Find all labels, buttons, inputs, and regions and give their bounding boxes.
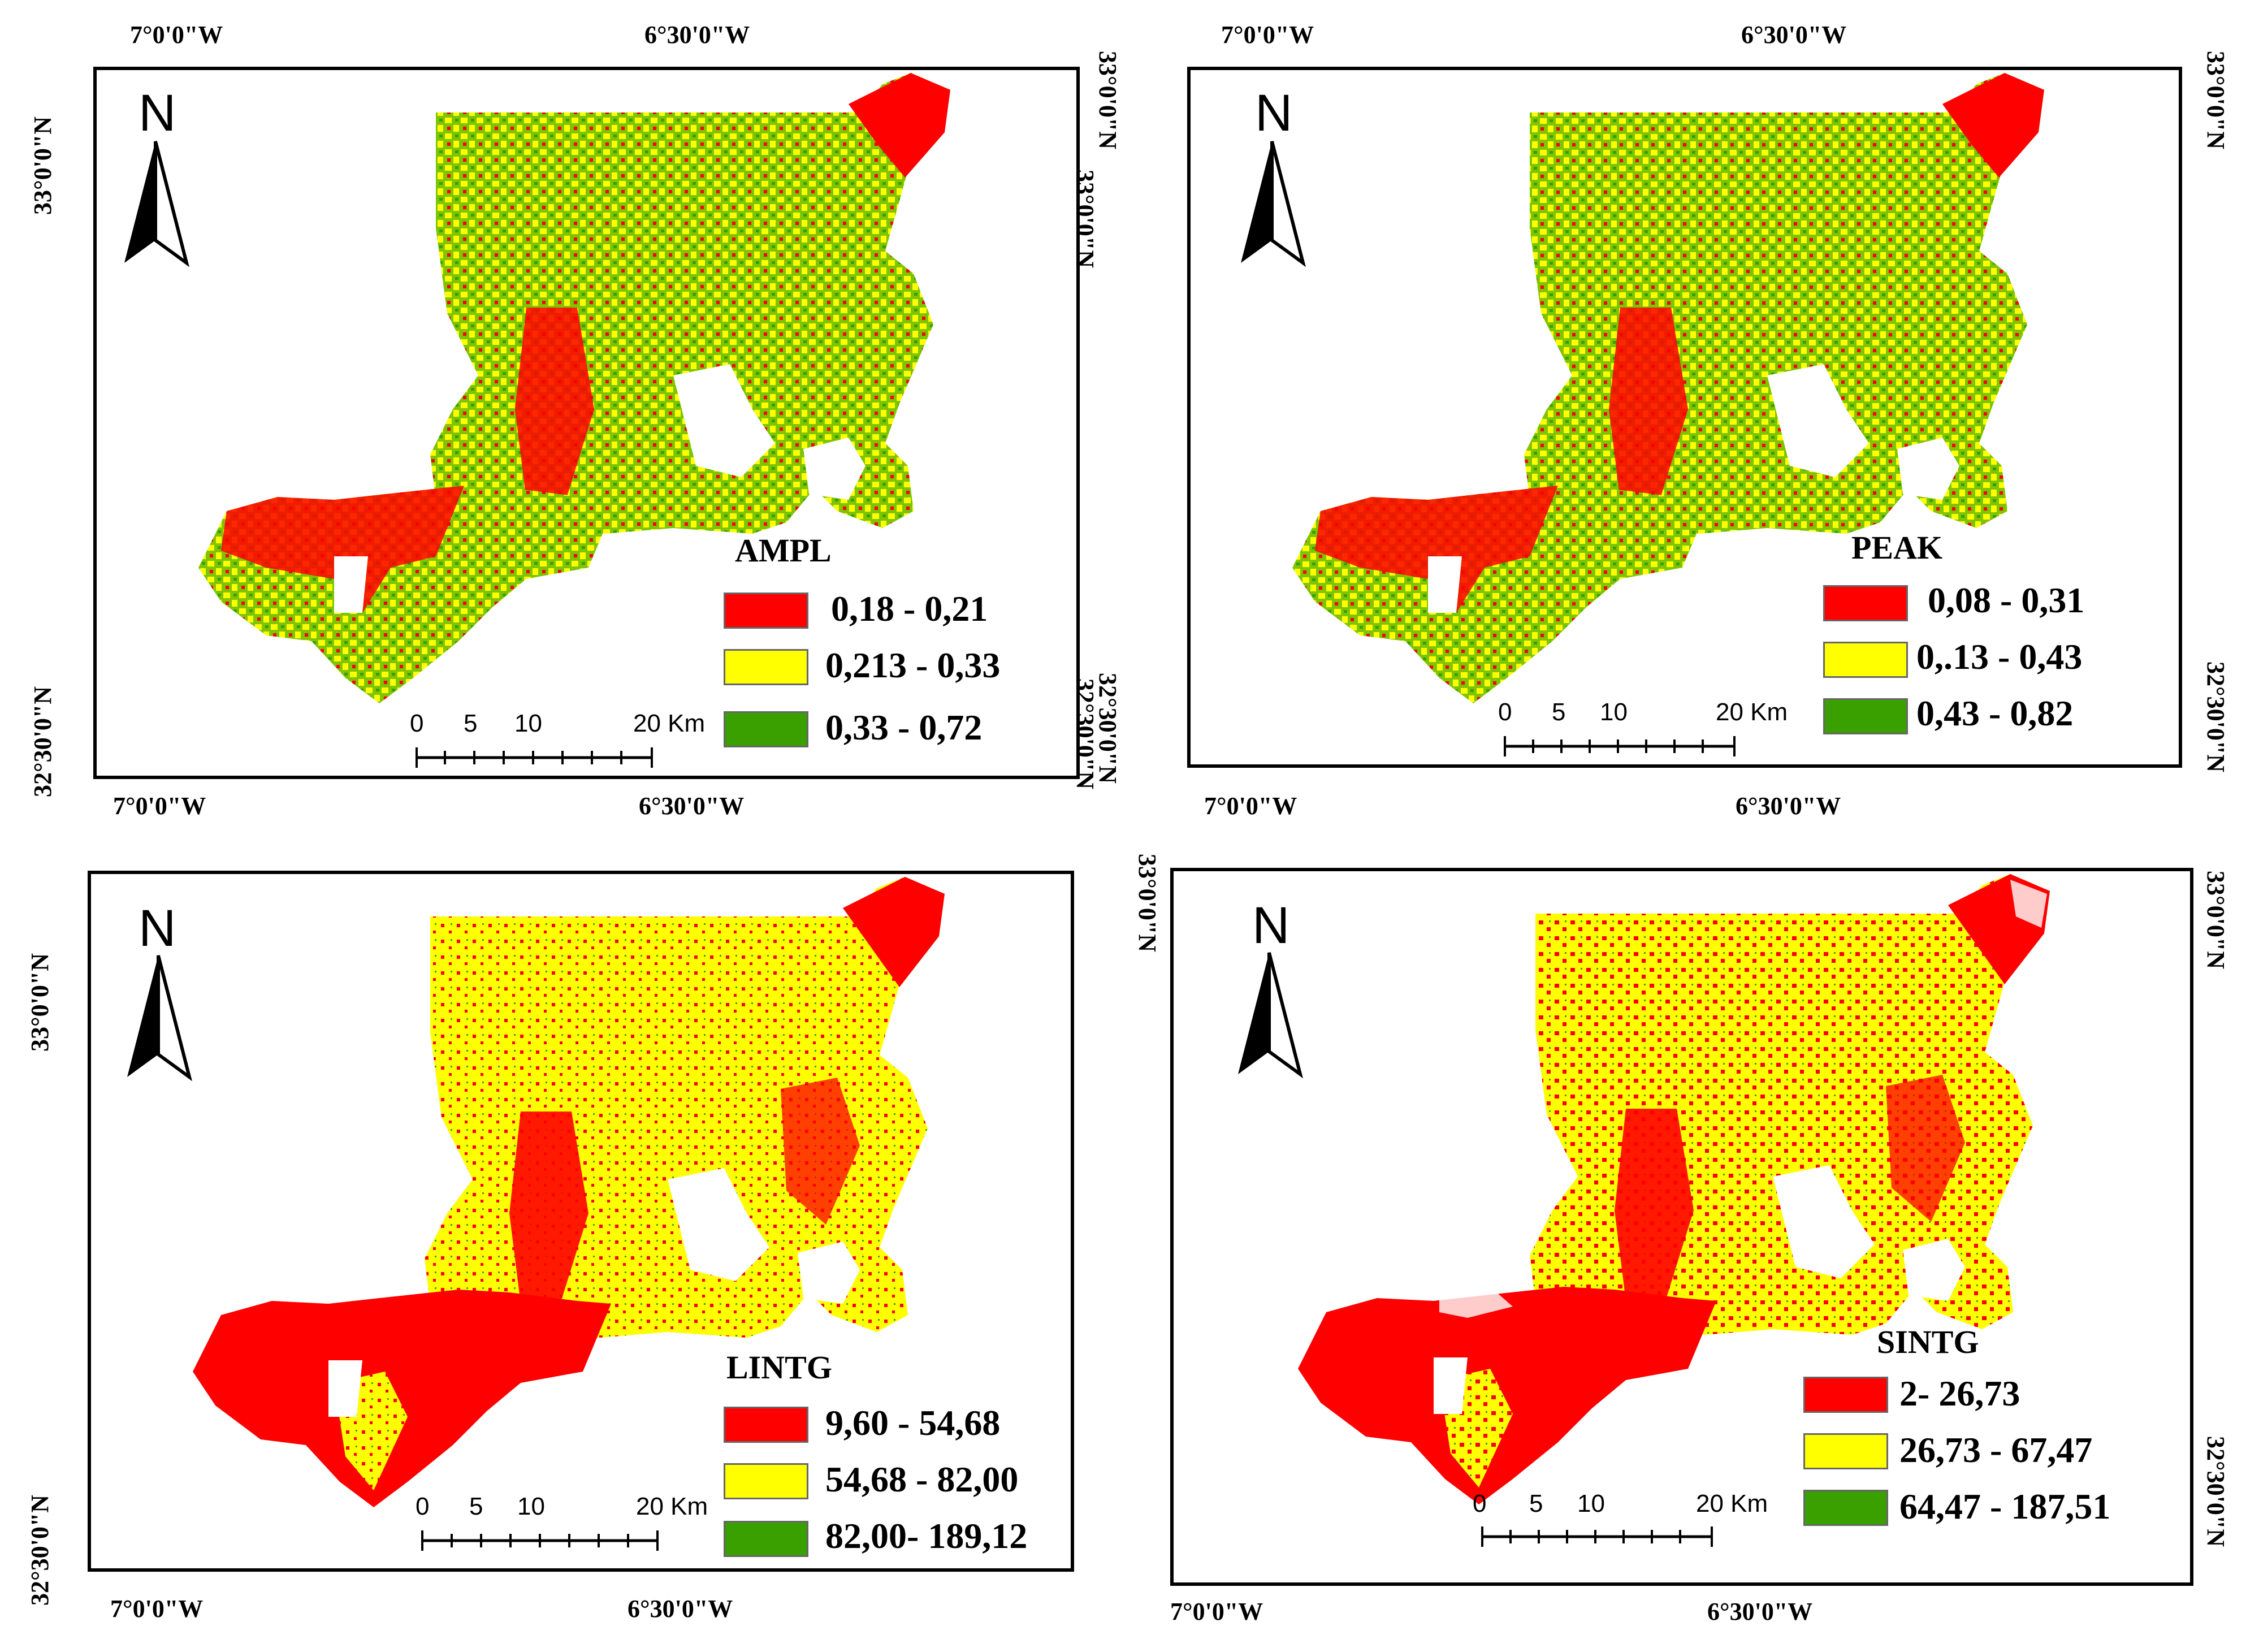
bottom-lon-label-2: 6°30'0"W: [1707, 1598, 1813, 1625]
legend-swatch-class3: [724, 1521, 808, 1557]
top-lon-label-2: 6°30'0"W: [1741, 21, 1847, 49]
north-region: [1530, 874, 2050, 1335]
scale-label-10: 10: [517, 1493, 545, 1520]
legend-swatch-class2: [724, 1463, 808, 1499]
legend-label-class3: 82,00- 189,12: [825, 1516, 1028, 1556]
north-region: [1524, 73, 2044, 534]
north-arrow-icon: [124, 141, 189, 267]
north-arrow-icon: [1238, 952, 1303, 1079]
right-lat-label-bottom: 32°30'0"N: [2202, 661, 2230, 773]
bottom-lon-label-2: 6°30'0"W: [639, 792, 745, 820]
legend-swatch-class1: [724, 593, 808, 629]
north-arrow-letter: N: [1252, 897, 1290, 954]
classified-raster: [1298, 874, 2050, 1504]
map-panel-ampl: 7°0'0"W 6°30'0"W 33°0'0"N 32°30'0"N 33°0…: [0, 0, 1125, 837]
scale-label-20km: 20 Km: [633, 710, 706, 737]
top-lon-label-1: 7°0'0"W: [1221, 21, 1314, 49]
classified-raster: [193, 877, 945, 1507]
north-arrow-icon: [1241, 141, 1306, 267]
map-frame: [1187, 67, 2182, 768]
map-panel-lintg: 33°0'0"N 32°30'0"N N: [0, 837, 1125, 1652]
scale-label-0: 0: [416, 1493, 430, 1520]
legend-swatch-class2: [724, 649, 808, 685]
legend-label-class2: 0,213 - 0,33: [825, 645, 1001, 685]
map-frame: [1170, 868, 2193, 1586]
bottom-lon-label-1: 7°0'0"W: [1204, 792, 1297, 820]
bottom-lon-label-1: 7°0'0"W: [113, 792, 206, 820]
scale-label-0: 0: [1498, 698, 1512, 726]
legend-swatch-class3: [1803, 1490, 1888, 1526]
scale-label-20km: 20 Km: [636, 1493, 708, 1520]
legend-swatch-class3: [1823, 698, 1908, 734]
legend-label-class3: 0,33 - 0,72: [825, 707, 983, 747]
right-lat-label-top: 33°0'0"N: [1094, 51, 1122, 150]
legend-label-class3: 64,47 - 187,51: [1899, 1486, 2111, 1526]
legend-swatch-class3: [724, 711, 808, 747]
top-lon-label-2: 6°30'0"W: [644, 21, 750, 49]
right-lat-label-top: 33°0'0"N: [2202, 871, 2230, 970]
scale-label-10: 10: [1577, 1490, 1605, 1517]
legend-label-class2: 54,68 - 82,00: [825, 1459, 1019, 1499]
left-lat-label-bottom: 32°30'0"N: [29, 686, 57, 797]
scale-label-0: 0: [1473, 1490, 1487, 1517]
scale-label-10: 10: [1600, 698, 1628, 726]
left-lat-label-bottom: 32°30'0"N: [1071, 678, 1099, 790]
legend-title: PEAK: [1851, 529, 1943, 566]
map-panel-peak: 7°0'0"W 6°30'0"W 33°0'0"N 32°30'0"N 33°0…: [1071, 0, 2246, 837]
classified-raster: [1292, 73, 2044, 703]
scale-label-5: 5: [1529, 1490, 1543, 1517]
legend-label-class3: 0,43 - 0,82: [1916, 693, 2074, 733]
legend-title: LINTG: [726, 1349, 832, 1386]
left-lat-label-bottom: 32°30'0"N: [26, 1494, 54, 1606]
legend-label-class2: 26,73 - 67,47: [1899, 1430, 2093, 1470]
scale-bar: [1504, 736, 1736, 756]
legend-label-class1: 2- 26,73: [1899, 1373, 2020, 1413]
scale-label-10: 10: [514, 710, 542, 737]
legend-label-class1: 9,60 - 54,68: [825, 1403, 1001, 1443]
north-arrow-letter: N: [139, 84, 176, 142]
scale-label-5: 5: [1552, 698, 1566, 726]
classified-raster: [198, 73, 950, 703]
legend-swatch-class1: [1823, 585, 1908, 621]
legend-title: SINTG: [1877, 1324, 1979, 1360]
legend-label-class1: 0,18 - 0,21: [831, 589, 988, 629]
legend-label-class1: 0,08 - 0,31: [1928, 580, 2085, 620]
south-region: [193, 1290, 611, 1507]
scale-label-5: 5: [464, 710, 478, 737]
scale-label-5: 5: [469, 1493, 483, 1520]
left-lat-label-top: 33°0'0"N: [1071, 170, 1099, 269]
map-frame: [93, 67, 1080, 779]
scale-label-20km: 20 Km: [1716, 698, 1788, 726]
right-lat-label-bottom: 32°30'0"N: [2202, 1436, 2230, 1547]
map-frame: [88, 871, 1074, 1572]
legend-swatch-class1: [1803, 1377, 1888, 1413]
north-arrow-letter: N: [1255, 84, 1293, 142]
bottom-lon-label-1: 7°0'0"W: [110, 1595, 204, 1623]
scale-label-20km: 20 Km: [1696, 1490, 1768, 1517]
left-lat-label-top: 33°0'0"N: [1133, 854, 1161, 953]
legend-swatch-class2: [1823, 642, 1908, 678]
legend-title: AMPL: [735, 532, 832, 569]
scale-bar: [421, 1530, 659, 1551]
top-lon-label-1: 7°0'0"W: [130, 21, 223, 49]
right-lat-label-top: 33°0'0"N: [2202, 51, 2230, 150]
legend-label-class2: 0,.13 - 0,43: [1916, 637, 2083, 677]
bottom-lon-label-2: 6°30'0"W: [1736, 792, 1841, 820]
south-region: [1298, 1287, 1716, 1504]
bottom-lon-label-2: 6°30'0"W: [628, 1595, 733, 1623]
north-arrow-letter: N: [139, 899, 176, 957]
legend-swatch-class2: [1803, 1433, 1888, 1469]
north-region: [430, 73, 950, 534]
scale-bar: [1481, 1526, 1713, 1547]
left-lat-label-top: 33°0'0"N: [26, 953, 54, 1052]
left-lat-label-top: 33°0'0"N: [29, 116, 57, 215]
map-panel-sintg: 33°0'0"N 33°0'0"N 32°30'0"N: [1125, 837, 2246, 1652]
north-region: [425, 877, 945, 1338]
legend-swatch-class1: [724, 1407, 808, 1443]
bottom-lon-label-1: 7°0'0"W: [1170, 1598, 1263, 1625]
scale-label-0: 0: [410, 710, 424, 737]
scale-bar: [416, 747, 653, 768]
north-arrow-icon: [127, 955, 192, 1082]
